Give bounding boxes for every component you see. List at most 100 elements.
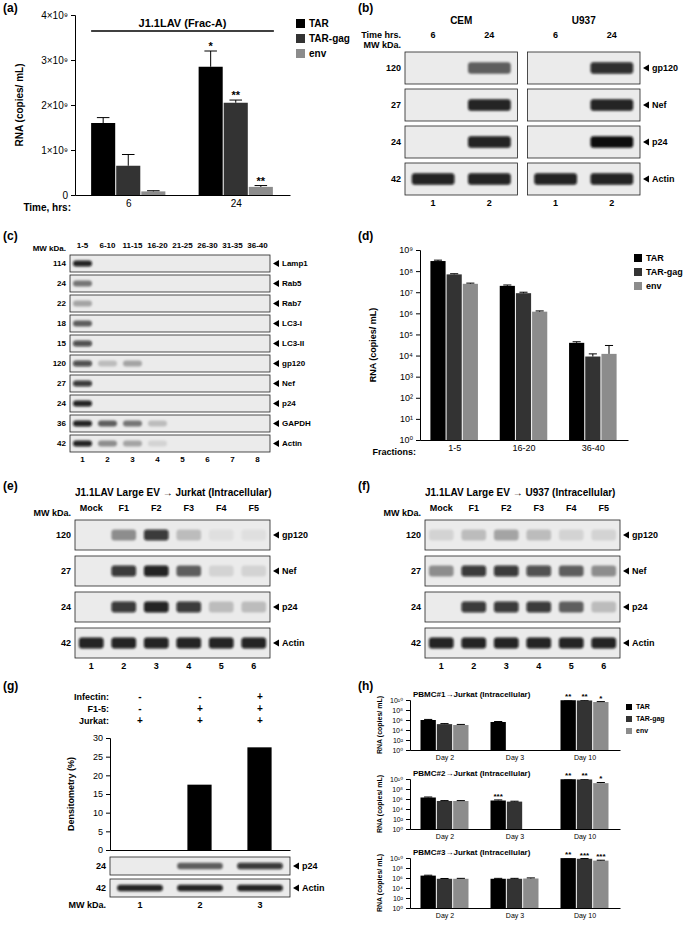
lane-number: 8 <box>255 455 260 464</box>
bar-chart: 051015202530Densitometry (%) <box>66 733 291 855</box>
x-tick: 16-20 <box>512 440 535 453</box>
mw-label: 42 <box>57 439 66 448</box>
y-tick-label: 10² <box>393 895 404 902</box>
blot-strip <box>425 520 620 550</box>
error-cap <box>527 877 535 878</box>
protein-label: Rab5 <box>282 279 302 288</box>
band <box>241 530 266 541</box>
bar <box>463 284 478 440</box>
plot-area <box>430 260 616 440</box>
error-cap <box>450 273 458 274</box>
bar <box>187 785 211 850</box>
y-tick-mark <box>406 720 410 721</box>
mw-label: 24 <box>411 602 421 612</box>
band <box>237 885 283 891</box>
group-label: U937 <box>572 15 596 26</box>
lane-number: 6 <box>251 661 256 671</box>
y-tick-label: 10⁴ <box>399 351 413 361</box>
error-bar <box>510 878 518 879</box>
lane-number: 3 <box>257 900 262 910</box>
band <box>534 62 577 74</box>
y-tick: 10² <box>393 737 410 744</box>
y-tick-label: 1×10⁹ <box>41 145 68 156</box>
legend-swatch <box>296 19 305 28</box>
error-bar <box>122 155 135 166</box>
y-tick-mark <box>406 829 410 830</box>
bar-chart: 10⁰10²10⁴10⁶10⁸10¹⁰Day 2Day 3Day 10*****… <box>376 848 621 920</box>
x-axis-title: Time, hrs: <box>23 202 71 213</box>
x-tick: 24 <box>231 195 243 209</box>
x-axis: 624 <box>76 195 291 209</box>
bar <box>601 354 616 440</box>
bar <box>437 801 452 829</box>
y-tick-label: 4×10⁹ <box>41 10 68 21</box>
lane-number: 1 <box>431 198 436 208</box>
label-arrow <box>643 139 649 146</box>
bar <box>491 801 506 829</box>
y-tick: 2×10⁹ <box>41 100 75 111</box>
y-tick: 10⁷ <box>400 288 420 298</box>
y-tick: 10⁸ <box>392 707 410 714</box>
mw-label: 24 <box>61 602 71 612</box>
y-tick-mark <box>416 440 420 441</box>
band <box>148 300 167 306</box>
lane-header: 36-40 <box>247 241 268 250</box>
band <box>248 320 267 326</box>
chart-title: PBMC#2→Jurkat (Intracellular) <box>413 769 531 778</box>
error-bar <box>457 724 465 726</box>
y-tick-label: 10⁵ <box>399 330 413 340</box>
figure: (a)(b)(c)(d)(e)(f)(g)(h)01×10⁹2×10⁹3×10⁹… <box>0 0 700 927</box>
x-tick: Day 10 <box>574 829 596 841</box>
error-cap <box>573 341 581 342</box>
error-bar <box>440 723 448 725</box>
error-bar <box>494 721 502 722</box>
x-axis-line <box>411 908 621 909</box>
y-tick-mark <box>406 700 410 701</box>
y-tick: 4×10⁹ <box>41 10 75 21</box>
y-tick: 25 <box>93 752 110 762</box>
legend-label: TAR-gag <box>309 33 350 44</box>
lane-header: 24 <box>484 30 494 40</box>
panel-label: (h) <box>358 679 373 693</box>
lane-header: Mock <box>430 503 454 513</box>
band <box>148 420 167 426</box>
y-tick-mark <box>106 813 110 814</box>
y-axis-title: RNA (copies/ mL) <box>376 854 384 912</box>
bar <box>569 343 584 440</box>
y-tick-mark <box>71 15 75 16</box>
mw-label: 27 <box>57 379 66 388</box>
chart-title: J1.1LAV (Frac-A) <box>139 17 227 29</box>
y-tick: 10⁵ <box>399 330 420 340</box>
y-tick-mark <box>406 819 410 820</box>
y-tick-label: 10¹⁰ <box>390 697 403 704</box>
y-tick: 15 <box>93 789 110 799</box>
y-tick: 10⁶ <box>392 717 410 724</box>
mw-header: MW kDa. <box>363 40 401 50</box>
y-tick: 0 <box>98 845 110 855</box>
chart-title: PBMC#1→Jurkat (Intracellular) <box>413 690 531 699</box>
protein-label: Nef <box>282 566 298 576</box>
blot-title: J1.1LAV Large EV → U937 (Intracellular) <box>425 487 615 498</box>
y-tick-label: 30 <box>93 733 103 743</box>
band <box>248 260 267 266</box>
band <box>98 420 117 426</box>
y-tick-label: 10⁶ <box>399 309 413 319</box>
y-tick: 10⁸ <box>392 865 410 872</box>
plot-area <box>421 858 609 908</box>
legend-label: env <box>646 281 662 291</box>
panel-label: (c) <box>3 229 18 243</box>
band <box>223 340 242 346</box>
label-arrow <box>273 280 279 287</box>
legend-label: env <box>636 727 648 734</box>
band <box>117 885 163 891</box>
condition-value: + <box>197 715 203 726</box>
band <box>176 638 201 649</box>
protein-label: Actin <box>632 638 655 648</box>
label-arrow <box>623 568 629 575</box>
mw-label: 120 <box>56 530 71 540</box>
y-tick-label: 10⁸ <box>399 266 413 276</box>
y-tick: 10¹⁰ <box>390 776 410 783</box>
condition-label: Infectin: <box>74 692 109 702</box>
mw-label: 24 <box>391 137 401 147</box>
y-tick: 10⁴ <box>392 885 410 892</box>
